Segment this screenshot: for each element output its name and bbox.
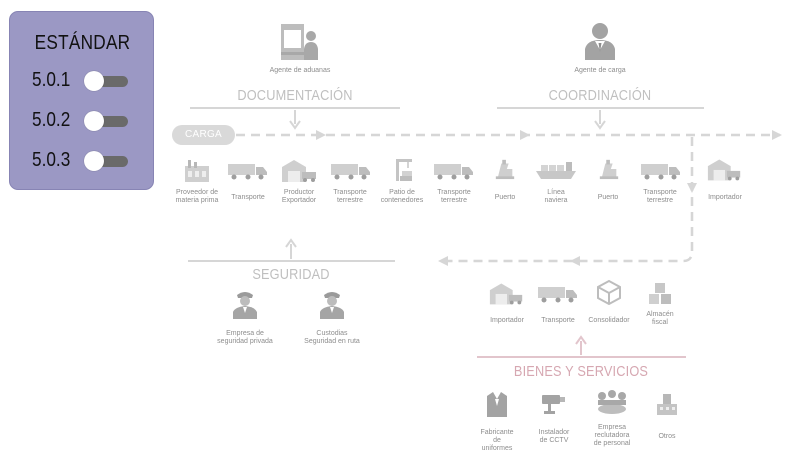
chain-node-label: Transporte <box>231 194 265 201</box>
toggle-switch[interactable] <box>84 151 128 171</box>
cargo-flow-line <box>236 133 780 263</box>
toggle-switch[interactable] <box>84 71 128 91</box>
service-node-label: Otros <box>658 433 676 440</box>
security-header: SEGURIDAD <box>252 266 330 283</box>
customs-agent-icon <box>281 24 318 60</box>
customs-agent-label: Agente de aduanas <box>269 67 331 74</box>
documentation-header: DOCUMENTACIÓN <box>237 87 353 104</box>
chain-node-label: Importador <box>708 194 742 201</box>
cargo-agent-label: Agente de carga <box>574 67 626 74</box>
truck-icon <box>228 164 267 180</box>
ship-icon <box>536 162 576 179</box>
boxes-icon <box>649 283 671 304</box>
standard-panel: ESTÁNDAR 5.0.1 5.0.2 5.0.3 <box>9 11 154 190</box>
crane-icon <box>395 158 413 182</box>
building-icon <box>657 394 677 415</box>
recruiting-icon <box>598 390 626 414</box>
goods-services-header: BIENES Y SERVICIOS <box>513 363 649 380</box>
standard-item-label: 5.0.2 <box>32 109 71 131</box>
chain-node-label: Puerto <box>494 194 516 201</box>
chain-node-label: Patio de contenedores <box>380 189 424 204</box>
import-node-label: Importador <box>490 317 524 324</box>
import-node-label: Consolidador <box>588 317 630 324</box>
cargo-label: CARGA <box>184 129 223 140</box>
chain-node-label: Productor Exportador <box>281 189 317 204</box>
truck-icon <box>434 164 473 180</box>
cargo-pill: CARGA <box>172 125 235 145</box>
standard-item-label: 5.0.3 <box>32 149 71 171</box>
service-node-label: Instalador de CCTV <box>538 429 570 444</box>
package-icon <box>597 280 621 305</box>
standard-item-5-0-2: 5.0.2 <box>32 109 142 133</box>
guard-icon <box>233 292 257 319</box>
standard-item-5-0-1: 5.0.1 <box>32 69 142 93</box>
warehouse-icon <box>707 159 741 181</box>
warehouse-icon <box>489 283 523 305</box>
import-node-label: Almacén fiscal <box>646 311 674 326</box>
service-node-label: Fabricante de uniformes <box>480 429 514 452</box>
port-crane-icon <box>599 159 619 180</box>
factory-icon <box>185 160 209 182</box>
standard-item-5-0-3: 5.0.3 <box>32 149 142 173</box>
truck-icon <box>331 164 370 180</box>
chain-node-label: Transporte terrestre <box>437 189 471 204</box>
port-crane-icon <box>495 159 515 180</box>
cctv-icon <box>542 395 565 414</box>
truck-icon <box>641 164 680 180</box>
standard-title: ESTÁNDAR <box>34 32 131 54</box>
service-node-label: Empresa reclutadora de personal <box>593 424 631 447</box>
standard-item-label: 5.0.1 <box>32 69 71 91</box>
security-node-label: Empresa de seguridad privada <box>217 330 273 345</box>
chain-node-label: Transporte terrestre <box>643 189 677 204</box>
import-node-label: Transporte <box>541 317 575 324</box>
chain-node-label: Puerto <box>597 194 619 201</box>
truck-icon <box>538 287 577 303</box>
warehouse-icon <box>282 160 316 182</box>
toggle-switch[interactable] <box>84 111 128 131</box>
chain-node-label: Línea naviera <box>544 189 568 204</box>
chain-node-label: Transporte terrestre <box>333 189 367 204</box>
uniform-icon <box>487 392 507 417</box>
chain-node-label: Proveedor de materia prima <box>175 189 219 204</box>
coordination-header: COORDINACIÓN <box>548 87 652 104</box>
cargo-agent-icon <box>585 23 615 60</box>
security-node-label: Custodias Seguridad en ruta <box>304 330 360 345</box>
guard-icon <box>320 292 344 319</box>
